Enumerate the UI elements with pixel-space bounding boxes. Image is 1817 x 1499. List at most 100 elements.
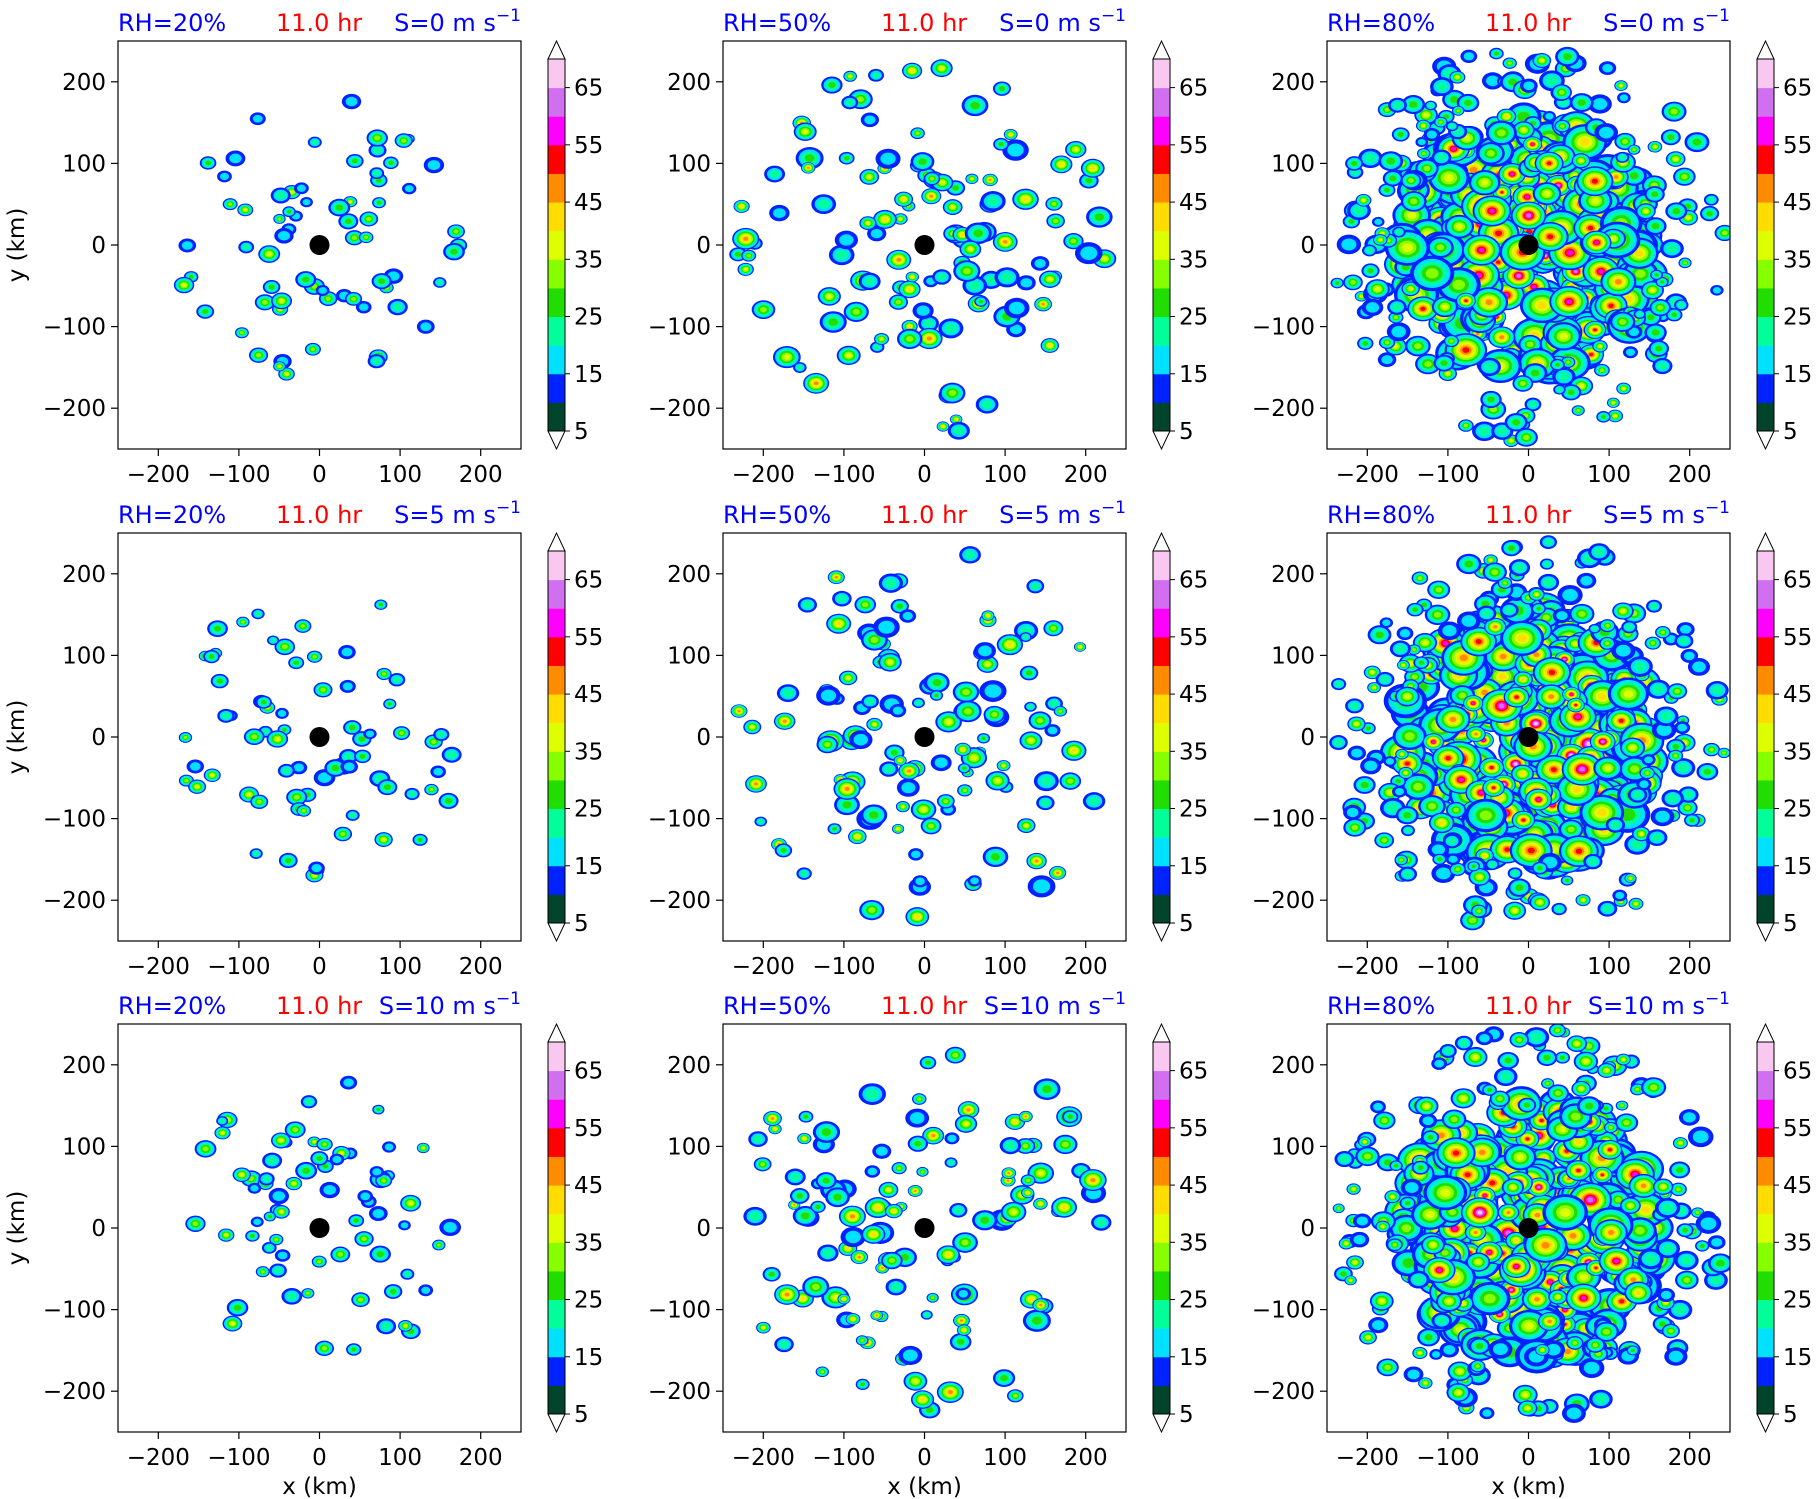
contour-fill [1480, 179, 1489, 186]
y-tick-label: 0 [1300, 233, 1315, 259]
contour-fill [1577, 99, 1586, 106]
y-tick-label: 100 [667, 151, 711, 177]
contour-fill [228, 202, 233, 206]
s-label: S=0 m s−1 [394, 6, 521, 37]
contour-fill [293, 763, 304, 772]
contour-fill [773, 208, 786, 219]
contour-fill [948, 390, 957, 397]
contour-fill [1462, 347, 1470, 353]
contour-fill [950, 205, 956, 209]
colorbar-segment [1757, 287, 1774, 318]
colorbar-tick-label: 55 [574, 133, 603, 159]
x-tick-label: 200 [459, 462, 503, 488]
y-tick-label: 100 [62, 151, 106, 177]
contour-fill [433, 767, 443, 776]
contour-fill [734, 251, 742, 257]
contour-fill [1007, 143, 1024, 157]
y-tick-label: 0 [696, 233, 711, 259]
contour-fill [296, 184, 306, 192]
contour-fill [293, 794, 300, 800]
colorbar-extend-max [1756, 39, 1775, 60]
contour-fill [399, 731, 404, 736]
contour-fill [1445, 371, 1450, 376]
contour-fill [818, 199, 830, 209]
contour-fill [1559, 332, 1568, 340]
contour-fill [1464, 299, 1468, 302]
contour-fill [828, 318, 838, 326]
contour-fill [1587, 225, 1594, 231]
contour-fill [345, 96, 358, 107]
contour-fill [1489, 208, 1495, 214]
y-tick-label: −100 [648, 315, 711, 341]
contour-fill [1361, 198, 1366, 202]
contour-fill [1683, 261, 1687, 265]
colorbar-extend-min [547, 922, 566, 943]
colorbar-segment [1153, 345, 1170, 375]
contour-field [730, 546, 1106, 927]
contour-fill [1476, 332, 1480, 336]
x-tick-label: −100 [1416, 462, 1479, 488]
contour-fill [973, 229, 983, 238]
contour-fill [783, 354, 791, 360]
contour-fill [189, 762, 201, 771]
contour-fill [1374, 218, 1383, 225]
colorbar-segment [548, 579, 565, 609]
contour-fill [1635, 269, 1646, 278]
contour-fill [229, 153, 242, 164]
contour-fill [1529, 401, 1537, 408]
contour-fill [184, 778, 189, 783]
x-tick-label: 100 [1587, 462, 1631, 488]
contour-fill [1334, 281, 1340, 285]
contour-fill [1497, 427, 1508, 436]
colorbar-segment [548, 636, 565, 666]
contour-fill [1384, 340, 1390, 345]
contour-fill [813, 381, 819, 386]
colorbar-segment [1757, 144, 1774, 174]
colorbar-segment [548, 116, 565, 146]
colorbar-tick-label: 45 [574, 682, 603, 708]
contour-fill [183, 735, 188, 739]
contour-fill [836, 250, 848, 260]
colorbar-segment [1757, 202, 1774, 232]
contour-fill [1580, 138, 1590, 146]
contour-fill [1034, 258, 1046, 268]
contour-fill [331, 764, 340, 772]
colorbar-segment [548, 808, 565, 838]
contour-fill [1526, 341, 1534, 348]
x-tick-label: 100 [378, 954, 422, 980]
contour-fill [268, 284, 275, 290]
colorbar-tick-label: 35 [574, 247, 603, 273]
contour-fill [436, 280, 443, 285]
contour-fill [856, 96, 864, 103]
x-tick-label: 0 [312, 462, 327, 488]
storm-center-marker [914, 235, 935, 255]
colorbar-tick-label: 15 [574, 854, 603, 880]
contour-fill [317, 772, 332, 783]
contour-fill [907, 287, 912, 292]
contour-fill [1378, 238, 1383, 242]
contour-fill [1522, 434, 1530, 441]
contour-fill [213, 625, 222, 632]
contour-fill [848, 75, 852, 78]
contour-fill [1401, 243, 1413, 253]
contour-fill [408, 791, 416, 797]
contour-fill [1657, 305, 1664, 311]
contour-fill [870, 228, 883, 239]
contour-fill [1353, 206, 1365, 215]
contour-fill [769, 170, 780, 178]
contour-fill [373, 147, 382, 154]
contour-fill [252, 114, 263, 123]
contour-fill [1389, 175, 1397, 182]
contour-fill [915, 131, 920, 135]
contour-fill [1556, 387, 1563, 392]
colorbar-segment [1153, 116, 1170, 146]
contour-field [173, 93, 468, 381]
contour-fill [1678, 302, 1685, 308]
colorbar-segment [1757, 116, 1774, 146]
contour-fill [1509, 172, 1515, 176]
colorbar-segment [548, 287, 565, 318]
colorbar-segment [1153, 402, 1170, 432]
